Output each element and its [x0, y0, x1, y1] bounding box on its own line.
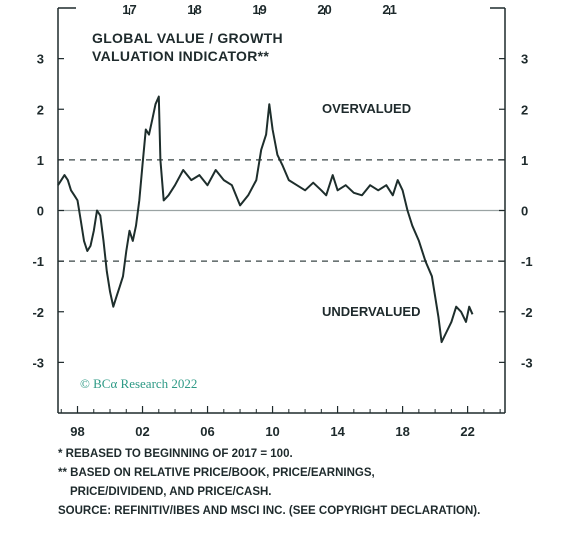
y-tick-right-label: 0	[521, 204, 528, 219]
y-tick-right-label: 1	[521, 153, 528, 168]
x-tick-bottom-label: 22	[460, 424, 474, 439]
y-tick-right-label: 2	[521, 102, 528, 117]
brand-watermark: © BCα Research 2022	[80, 376, 197, 391]
y-tick-left-label: 3	[37, 52, 44, 67]
annotation-undervalued: UNDERVALUED	[322, 304, 420, 319]
x-tick-top-label: 20	[317, 2, 331, 17]
y-tick-left-label: -3	[32, 355, 44, 370]
brand-suffix: Research 2022	[117, 376, 197, 391]
x-tick-top-label: 17	[122, 2, 136, 17]
x-tick-top-label: 18	[187, 2, 201, 17]
footnotes: * REBASED TO BEGINNING OF 2017 = 100. **…	[58, 445, 558, 521]
y-tick-right-label: -1	[521, 254, 533, 269]
y-tick-left-label: 2	[37, 102, 44, 117]
y-tick-left-label: 1	[37, 153, 44, 168]
y-tick-left-label: -1	[32, 254, 44, 269]
chart-title-line-1: GLOBAL VALUE / GROWTH	[92, 30, 283, 46]
x-tick-bottom-label: 14	[330, 424, 345, 439]
y-tick-left-label: -2	[32, 305, 44, 320]
footnote-based-on-cont: PRICE/DIVIDEND, AND PRICE/CASH.	[70, 486, 272, 498]
brand-prefix: © BC	[80, 376, 110, 391]
reference-lines	[58, 159, 505, 262]
footnote-rebased: * REBASED TO BEGINNING OF 2017 = 100.	[58, 448, 293, 460]
x-tick-bottom-label: 02	[135, 424, 149, 439]
footnote-source: SOURCE: REFINITIV/IBES AND MSCI INC. (SE…	[58, 505, 481, 517]
annotation-overvalued: OVERVALUED	[322, 101, 411, 116]
chart-title-line-2: VALUATION INDICATOR**	[92, 48, 269, 64]
y-tick-right-label: -3	[521, 355, 533, 370]
y-tick-right-label: 3	[521, 52, 528, 67]
series-line-0	[57, 95, 474, 344]
x-tick-bottom-label: 10	[265, 424, 279, 439]
y-tick-left-label: 0	[37, 204, 44, 219]
x-tick-bottom-label: 98	[70, 424, 84, 439]
series-group	[57, 95, 474, 344]
x-tick-bottom-label: 06	[200, 424, 214, 439]
brand-alpha: α	[110, 376, 117, 391]
x-tick-top-label: 19	[252, 2, 266, 17]
y-tick-right-label: -2	[521, 305, 533, 320]
x-tick-bottom-label: 18	[395, 424, 409, 439]
footnote-based-on: ** BASED ON RELATIVE PRICE/BOOK, PRICE/E…	[58, 467, 375, 479]
x-tick-top-label: 21	[382, 2, 396, 17]
